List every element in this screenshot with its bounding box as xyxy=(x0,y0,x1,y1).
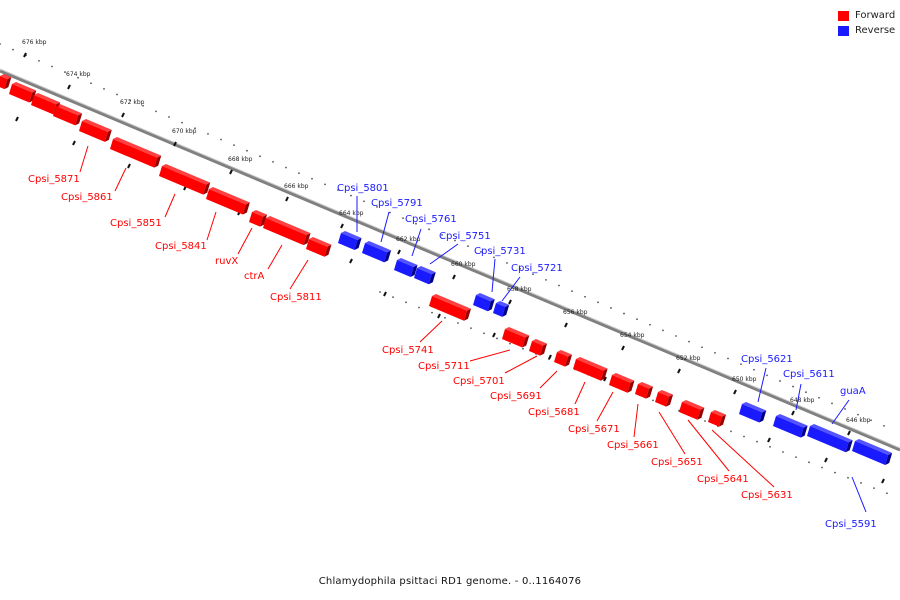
gene-rev-5791[interactable] xyxy=(362,241,392,263)
label-rev-3: Cpsi_5751 xyxy=(439,231,491,242)
label-rev-1: Cpsi_5791 xyxy=(371,198,423,209)
legend-forward-label: Forward xyxy=(855,10,896,21)
ruler-tick xyxy=(564,322,568,328)
legend-reverse-label: Reverse xyxy=(855,25,896,36)
ruler-tick xyxy=(23,52,27,58)
ruler-tick-label: 664 kbp xyxy=(339,210,364,217)
ruler-tick-label: 674 kbp xyxy=(66,71,91,78)
gene-fwd-5671[interactable] xyxy=(609,373,635,393)
legend-reverse: Reverse xyxy=(838,23,895,38)
ruler-tick-label: 672 kbp xyxy=(120,99,145,106)
ruler-tick xyxy=(397,249,401,255)
label-rev-5: Cpsi_5721 xyxy=(511,263,563,274)
gene-rev-5731[interactable] xyxy=(473,293,495,312)
label-fwd-7: Cpsi_5741 xyxy=(382,345,434,356)
gene-fwd-ruvx[interactable] xyxy=(206,187,250,215)
gene-fwd-5841[interactable] xyxy=(159,164,211,195)
gene-fwd-5851[interactable] xyxy=(110,137,162,168)
ruler-tick xyxy=(121,112,125,118)
gene-fwd-5651[interactable] xyxy=(655,390,674,407)
label-rev-9: Cpsi_5591 xyxy=(825,519,877,530)
label-fwd-12: Cpsi_5671 xyxy=(568,424,620,435)
gene-fwd-5661[interactable] xyxy=(635,382,654,399)
legend: Forward Reverse xyxy=(838,8,895,38)
gene-rev-5761[interactable] xyxy=(394,258,418,277)
label-rev-0: Cpsi_5801 xyxy=(337,183,389,194)
label-rev-2: Cpsi_5761 xyxy=(405,214,457,225)
label-fwd-3: Cpsi_5841 xyxy=(155,241,207,252)
gene-fwd-5861b[interactable] xyxy=(53,104,83,126)
ruler-tick-label: 648 kbp xyxy=(790,397,815,404)
label-rev-6: Cpsi_5621 xyxy=(741,354,793,365)
label-fwd-0: Cpsi_5871 xyxy=(28,174,80,185)
ruler-tick xyxy=(452,274,456,280)
gene-rev-5721[interactable] xyxy=(493,301,510,317)
gene-fwd-5711[interactable] xyxy=(502,327,530,348)
reverse-swatch xyxy=(838,25,849,36)
label-fwd-13: Cpsi_5661 xyxy=(607,440,659,451)
ruler-tick-label: 658 kbp xyxy=(507,286,532,293)
label-fwd-6: Cpsi_5811 xyxy=(270,292,322,303)
label-fwd-2: Cpsi_5851 xyxy=(110,218,162,229)
gene-rev-5591[interactable] xyxy=(852,439,893,465)
ruler-tick-label: 668 kbp xyxy=(228,156,253,163)
ruler-tick xyxy=(229,169,233,175)
ruler-tick xyxy=(285,196,289,202)
ruler-tick xyxy=(173,141,177,147)
ruler-tick-label: 670 kbp xyxy=(172,128,197,135)
ruler-tick xyxy=(340,223,344,229)
gene-fwd-5811[interactable] xyxy=(306,237,332,257)
gene-fwd-5861c[interactable] xyxy=(79,119,112,142)
ruler-tick xyxy=(733,389,737,395)
ruler-tick-label: 650 kbp xyxy=(732,376,757,383)
label-fwd-1: Cpsi_5861 xyxy=(61,192,113,203)
gene-fwd-5641[interactable] xyxy=(679,400,705,420)
label-fwd-14: Cpsi_5651 xyxy=(651,457,703,468)
label-fwd-16: Cpsi_5631 xyxy=(741,490,793,501)
ruler-tick-label: 654 kbp xyxy=(620,332,645,339)
ruler-tick-label: 660 kbp xyxy=(451,261,476,268)
gene-fwd-5681[interactable] xyxy=(573,357,608,381)
gene-rev-5801[interactable] xyxy=(338,231,362,250)
label-fwd-4: ruvX xyxy=(215,256,238,267)
gene-fwd-5691[interactable] xyxy=(554,350,573,367)
label-fwd-8: Cpsi_5711 xyxy=(418,361,470,372)
gene-rev-5621[interactable] xyxy=(739,402,767,423)
label-fwd-10: Cpsi_5691 xyxy=(490,391,542,402)
genome-caption: Chlamydophila psittaci RD1 genome. - 0..… xyxy=(318,576,582,587)
gene-fwd-ctra-a[interactable] xyxy=(249,210,268,227)
ruler-tick-label: 666 kbp xyxy=(284,183,309,190)
genome-axis xyxy=(0,69,900,452)
label-fwd-11: Cpsi_5681 xyxy=(528,407,580,418)
gene-fwd-0[interactable] xyxy=(0,74,12,90)
ruler-tick xyxy=(677,368,681,374)
ruler-tick-label: 652 kbp xyxy=(676,355,701,362)
ruler-tick xyxy=(508,299,512,305)
ruler-tick-label: 676 kbp xyxy=(22,39,47,46)
label-rev-8: guaA xyxy=(840,386,866,397)
gene-fwd-5701[interactable] xyxy=(529,339,548,356)
gene-fwd-5741[interactable] xyxy=(429,294,472,321)
legend-forward: Forward xyxy=(838,8,895,23)
gene-fwd-ctra[interactable] xyxy=(263,216,311,246)
forward-swatch xyxy=(838,10,849,21)
gene-rev-5611[interactable] xyxy=(773,414,808,438)
label-fwd-5: ctrA xyxy=(244,271,265,282)
ruler-tick xyxy=(67,84,71,90)
gene-rev-guaa[interactable] xyxy=(807,424,853,453)
label-rev-4: Cpsi_5731 xyxy=(474,246,526,257)
ruler-tick xyxy=(847,430,851,436)
gene-fwd-5871[interactable] xyxy=(9,82,37,103)
ruler-tick-label: 646 kbp xyxy=(846,417,871,424)
label-fwd-9: Cpsi_5701 xyxy=(453,376,505,387)
ruler-tick-label: 662 kbp xyxy=(396,236,421,243)
label-rev-7: Cpsi_5611 xyxy=(783,369,835,380)
ruler-tick-label: 656 kbp xyxy=(563,309,588,316)
gene-fwd-5631[interactable] xyxy=(708,410,727,427)
ruler-tick xyxy=(791,410,795,416)
gene-rev-5751[interactable] xyxy=(414,266,436,285)
ruler-tick xyxy=(621,345,625,351)
label-fwd-15: Cpsi_5641 xyxy=(697,474,749,485)
